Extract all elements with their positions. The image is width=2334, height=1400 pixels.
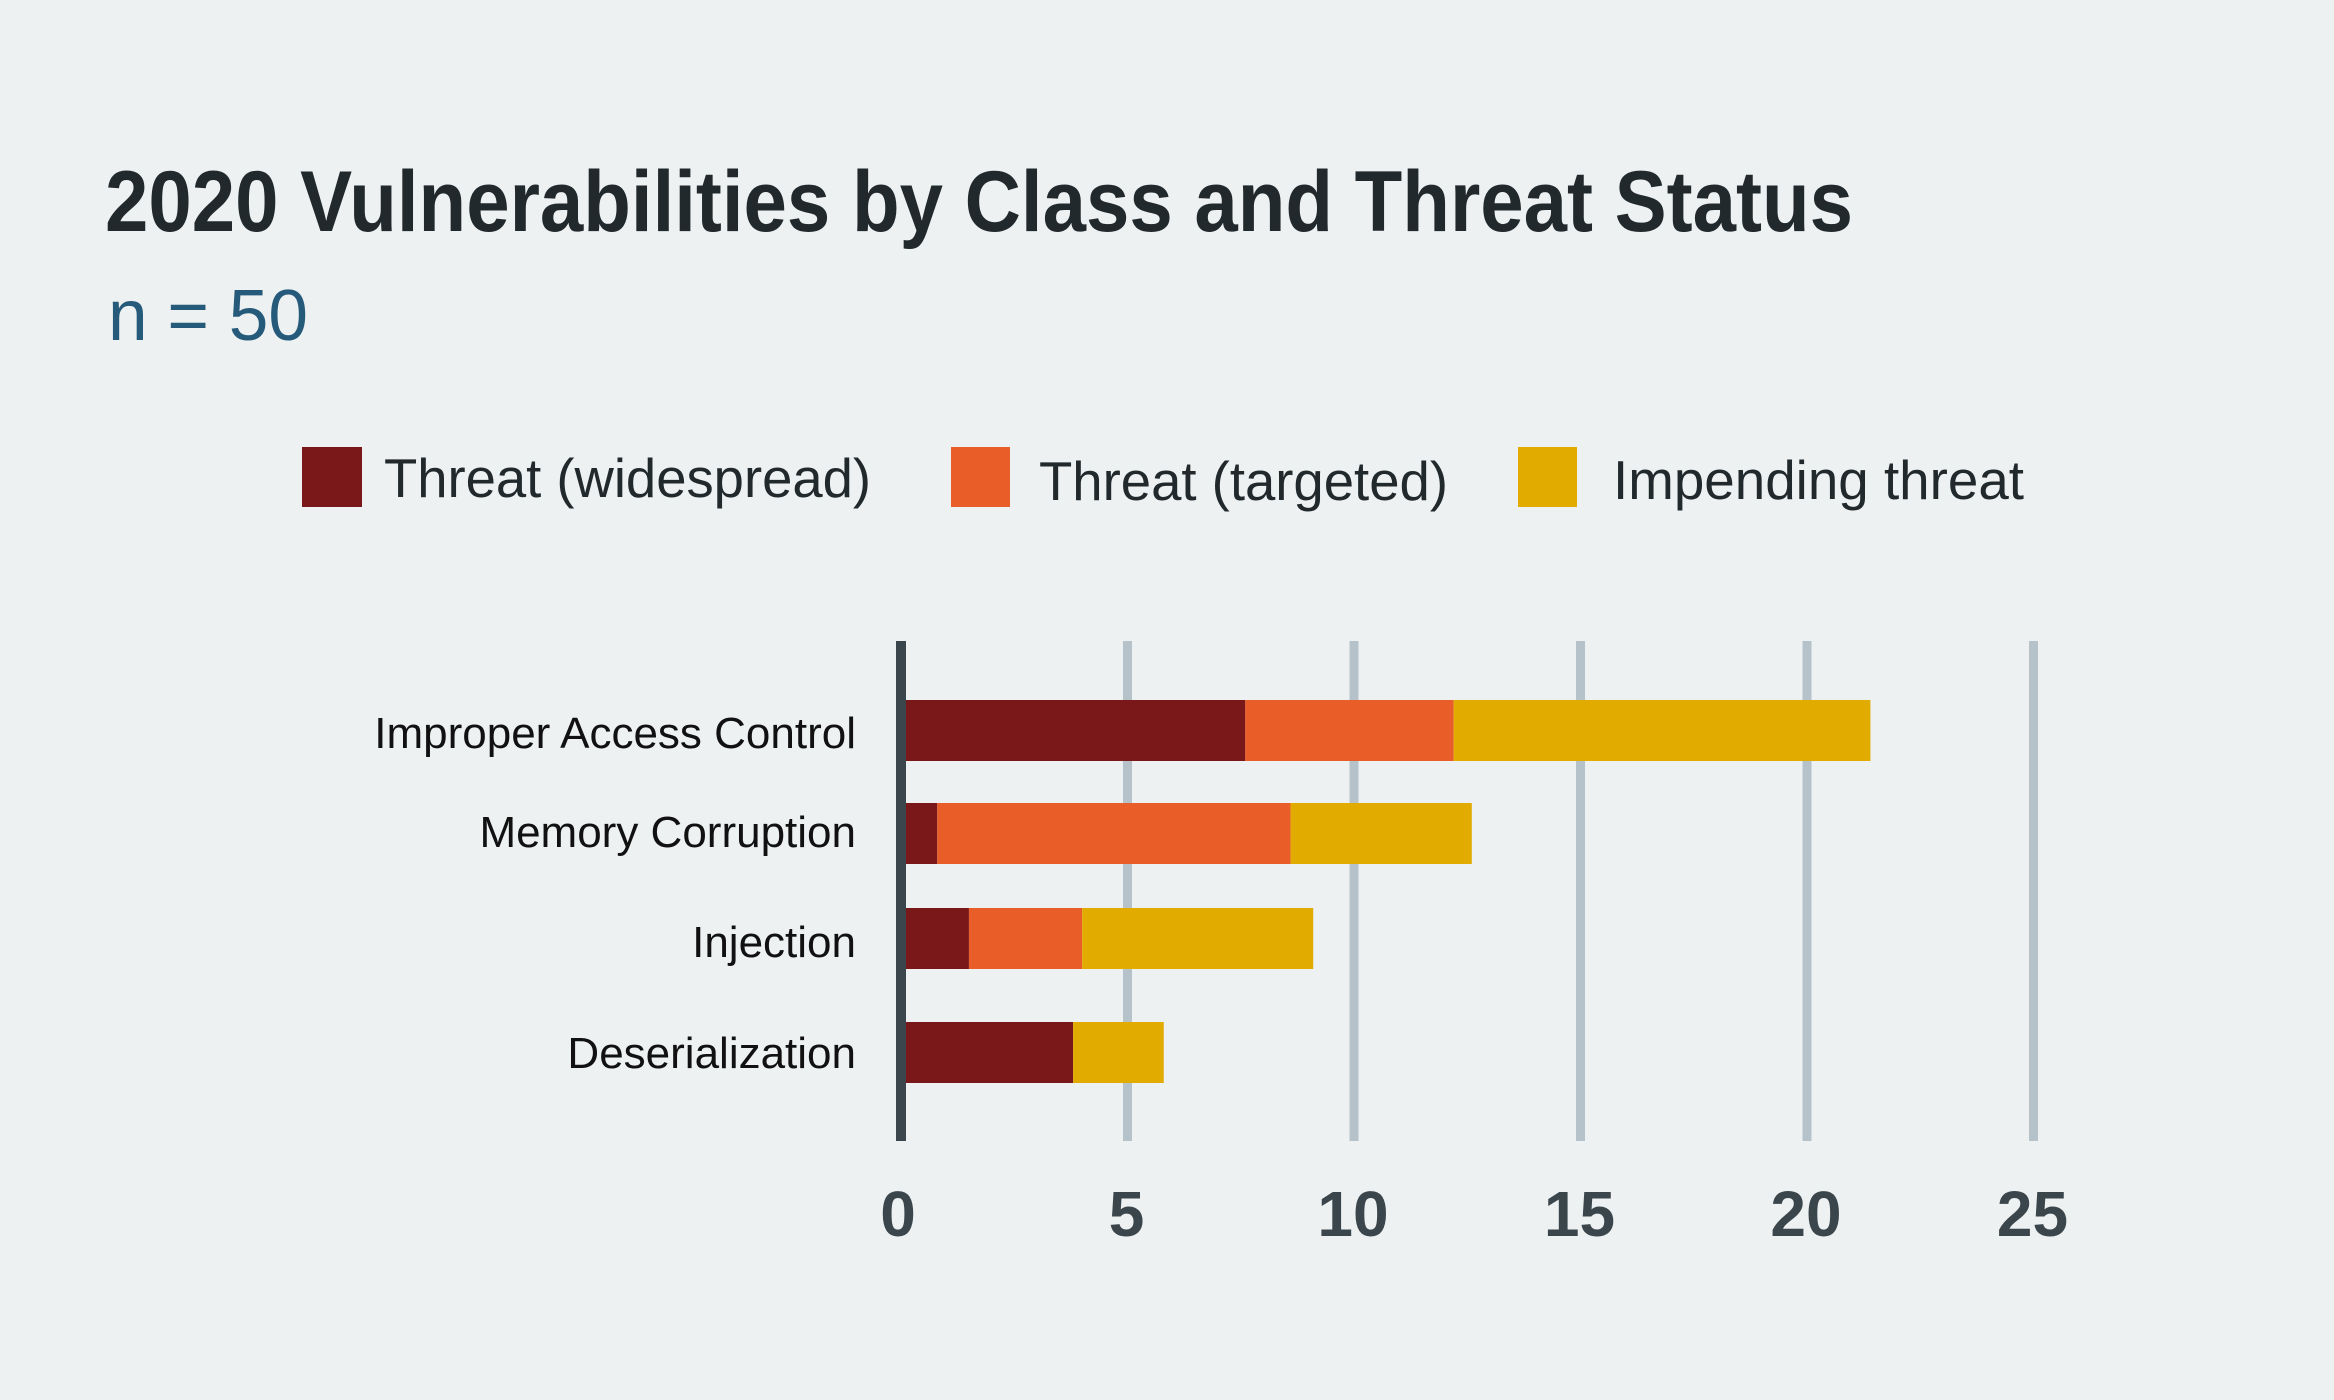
- legend-swatch-targeted: [951, 447, 1010, 507]
- gridline-20: [1802, 641, 1812, 1141]
- bar-segment-impending: [1453, 700, 1871, 761]
- bar-segment-impending: [1082, 908, 1314, 969]
- bar-segment-widespread: [906, 803, 938, 864]
- bar-segment-widespread: [906, 700, 1246, 761]
- x-tick-label: 20: [1770, 1178, 1841, 1250]
- category-label: Improper Access Control: [374, 709, 856, 758]
- legend-item-impending: Impending threat: [1518, 447, 2024, 511]
- gridline-15: [1576, 641, 1585, 1141]
- bar-row: [906, 700, 1871, 761]
- legend-label-widespread: Threat (widespread): [384, 447, 871, 509]
- bar-segment-widespread: [906, 908, 969, 969]
- category-label: Injection: [692, 918, 856, 967]
- gridline-25: [2029, 641, 2038, 1141]
- x-tick-label: 25: [1997, 1178, 2068, 1250]
- gridline-5: [1123, 641, 1132, 1141]
- x-tick-label: 0: [880, 1178, 916, 1250]
- legend-label-impending: Impending threat: [1613, 449, 2024, 511]
- bar-segment-targeted: [968, 908, 1083, 969]
- category-labels: Improper Access Control Memory Corruption…: [374, 709, 856, 1078]
- bars: [906, 700, 1871, 1083]
- category-label: Deserialization: [567, 1029, 856, 1078]
- x-tick-label: 10: [1317, 1178, 1388, 1250]
- legend-swatch-impending: [1518, 447, 1577, 507]
- category-label: Memory Corruption: [479, 808, 856, 857]
- y-axis-line: [896, 641, 906, 1141]
- gridlines: [1123, 641, 2038, 1141]
- chart-subtitle: n = 50: [108, 276, 308, 356]
- bar-row: [906, 803, 1472, 864]
- bar-row: [906, 1022, 1164, 1083]
- legend-swatch-widespread: [302, 447, 362, 507]
- bar-segment-targeted: [937, 803, 1291, 864]
- bar-row: [906, 908, 1314, 969]
- x-tick-label: 15: [1544, 1178, 1615, 1250]
- bar-segment-widespread: [906, 1022, 1074, 1083]
- legend-item-widespread: Threat (widespread): [302, 447, 871, 509]
- legend-label-targeted: Threat (targeted): [1039, 450, 1448, 512]
- x-tick-label: 5: [1109, 1178, 1145, 1250]
- bar-segment-impending: [1290, 803, 1472, 864]
- bar-segment-targeted: [1245, 700, 1454, 761]
- bar-segment-impending: [1073, 1022, 1164, 1083]
- x-tick-labels: 0 5 10 15 20 25: [880, 1178, 2068, 1250]
- gridline-10: [1349, 641, 1359, 1141]
- chart-title: 2020 Vulnerabilities by Class and Threat…: [105, 154, 1853, 250]
- legend: Threat (widespread) Threat (targeted) Im…: [302, 447, 2024, 512]
- legend-item-targeted: Threat (targeted): [951, 447, 1448, 512]
